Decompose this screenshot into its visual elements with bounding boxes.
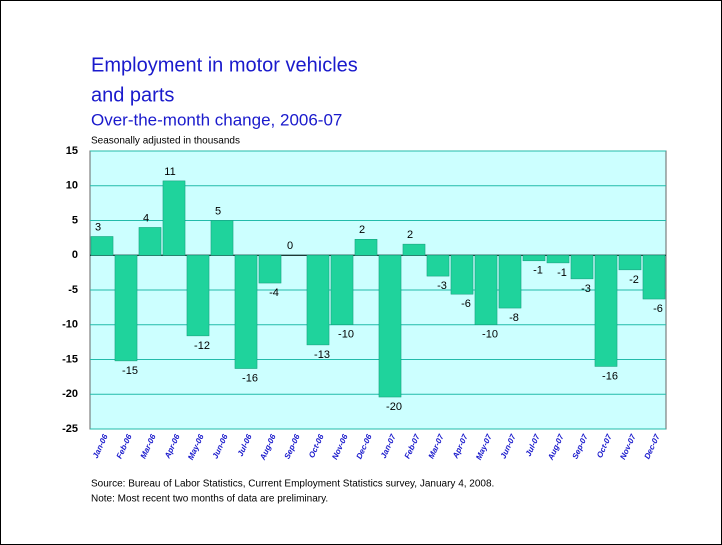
bar [90, 236, 114, 256]
value-label: 3 [95, 221, 101, 233]
value-label: -3 [581, 283, 591, 295]
bar [594, 255, 618, 367]
bar [258, 255, 282, 284]
value-label: -13 [314, 349, 330, 361]
value-label: -3 [437, 280, 447, 292]
value-label: -16 [602, 370, 618, 382]
value-label: -10 [482, 329, 498, 341]
bar [546, 255, 570, 264]
value-label: -20 [386, 401, 402, 413]
bar [474, 255, 498, 325]
note: Note: Most recent two months of data are… [91, 494, 328, 505]
bar [570, 255, 594, 280]
bar [522, 255, 546, 262]
y-tick-label: -10 [62, 319, 78, 331]
value-label: 0 [287, 240, 293, 252]
value-label: -15 [122, 365, 138, 377]
bar [642, 255, 666, 300]
value-label: -10 [338, 329, 354, 341]
source: Source: Bureau of Labor Statistics, Curr… [91, 479, 494, 490]
value-label: -1 [557, 267, 567, 279]
y-tick-label: 5 [72, 214, 78, 226]
bar [426, 255, 450, 277]
y-tick-label: 10 [66, 180, 78, 192]
bar [378, 255, 402, 398]
chart-subtitle: Over-the-month change, 2006-07 [91, 110, 342, 129]
value-label: -4 [269, 287, 279, 299]
value-label: 4 [143, 212, 149, 224]
bar [498, 255, 522, 309]
chart-title: and parts [91, 84, 174, 106]
value-label: -6 [653, 303, 663, 315]
y-tick-label: -5 [68, 284, 78, 296]
bar [234, 255, 258, 369]
value-label: -16 [242, 372, 258, 384]
value-label: 11 [164, 166, 175, 178]
value-label: -1 [533, 265, 543, 277]
value-label: 2 [359, 224, 365, 236]
bar [114, 255, 138, 362]
bar [186, 255, 210, 337]
bar [306, 255, 330, 346]
value-label: 5 [215, 205, 221, 217]
y-tick-label: 0 [72, 249, 78, 261]
bar [162, 180, 186, 256]
bar [354, 239, 378, 256]
value-label: -12 [194, 340, 210, 352]
chart-title: Employment in motor vehicles [91, 54, 358, 76]
value-label: 2 [407, 229, 413, 241]
bar [618, 255, 642, 271]
value-label: -2 [629, 274, 639, 286]
y-tick-label: -25 [62, 423, 78, 435]
y-tick-label: -15 [62, 353, 78, 365]
bar [450, 255, 474, 295]
value-label: -8 [509, 312, 519, 324]
y-tick-label: -20 [62, 388, 78, 400]
y-axis-label: Seasonally adjusted in thousands [91, 136, 240, 147]
bar [138, 227, 162, 256]
value-label: -6 [461, 298, 471, 310]
bar [210, 220, 234, 256]
bar [330, 255, 354, 325]
y-tick-label: 15 [66, 145, 78, 157]
bar [402, 243, 426, 256]
